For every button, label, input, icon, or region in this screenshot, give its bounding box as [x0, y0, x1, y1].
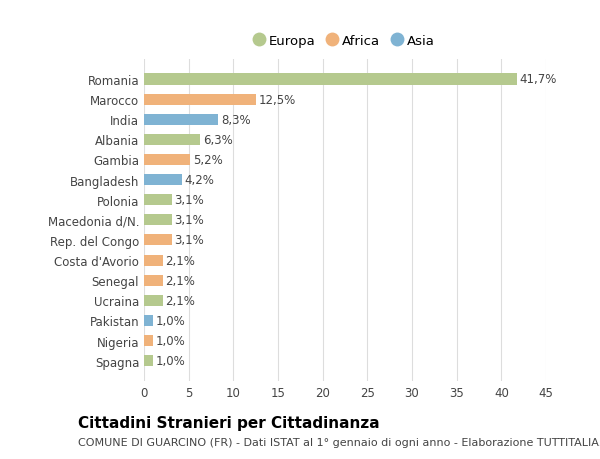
Bar — [144, 315, 153, 326]
Bar — [144, 95, 256, 106]
Bar — [144, 155, 190, 166]
Bar — [144, 355, 153, 366]
Text: 4,2%: 4,2% — [184, 174, 214, 187]
Text: 1,0%: 1,0% — [155, 334, 185, 347]
Legend: Europa, Africa, Asia: Europa, Africa, Asia — [251, 31, 439, 52]
Bar — [144, 255, 163, 266]
Bar — [144, 74, 517, 85]
Text: 2,1%: 2,1% — [166, 294, 196, 307]
Bar — [144, 114, 218, 125]
Text: Cittadini Stranieri per Cittadinanza: Cittadini Stranieri per Cittadinanza — [78, 415, 380, 431]
Text: 3,1%: 3,1% — [175, 234, 204, 247]
Bar — [144, 134, 200, 146]
Bar — [144, 195, 172, 206]
Bar — [144, 215, 172, 226]
Text: 3,1%: 3,1% — [175, 194, 204, 207]
Text: 1,0%: 1,0% — [155, 314, 185, 327]
Text: 8,3%: 8,3% — [221, 113, 250, 126]
Text: 1,0%: 1,0% — [155, 354, 185, 367]
Bar — [144, 235, 172, 246]
Text: 2,1%: 2,1% — [166, 274, 196, 287]
Text: 3,1%: 3,1% — [175, 214, 204, 227]
Text: 2,1%: 2,1% — [166, 254, 196, 267]
Text: 6,3%: 6,3% — [203, 134, 233, 146]
Text: 5,2%: 5,2% — [193, 154, 223, 167]
Bar — [144, 335, 153, 346]
Bar — [144, 275, 163, 286]
Text: 12,5%: 12,5% — [259, 93, 296, 106]
Bar — [144, 295, 163, 306]
Bar — [144, 174, 182, 186]
Text: COMUNE DI GUARCINO (FR) - Dati ISTAT al 1° gennaio di ogni anno - Elaborazione T: COMUNE DI GUARCINO (FR) - Dati ISTAT al … — [78, 437, 600, 447]
Text: 41,7%: 41,7% — [519, 73, 557, 86]
